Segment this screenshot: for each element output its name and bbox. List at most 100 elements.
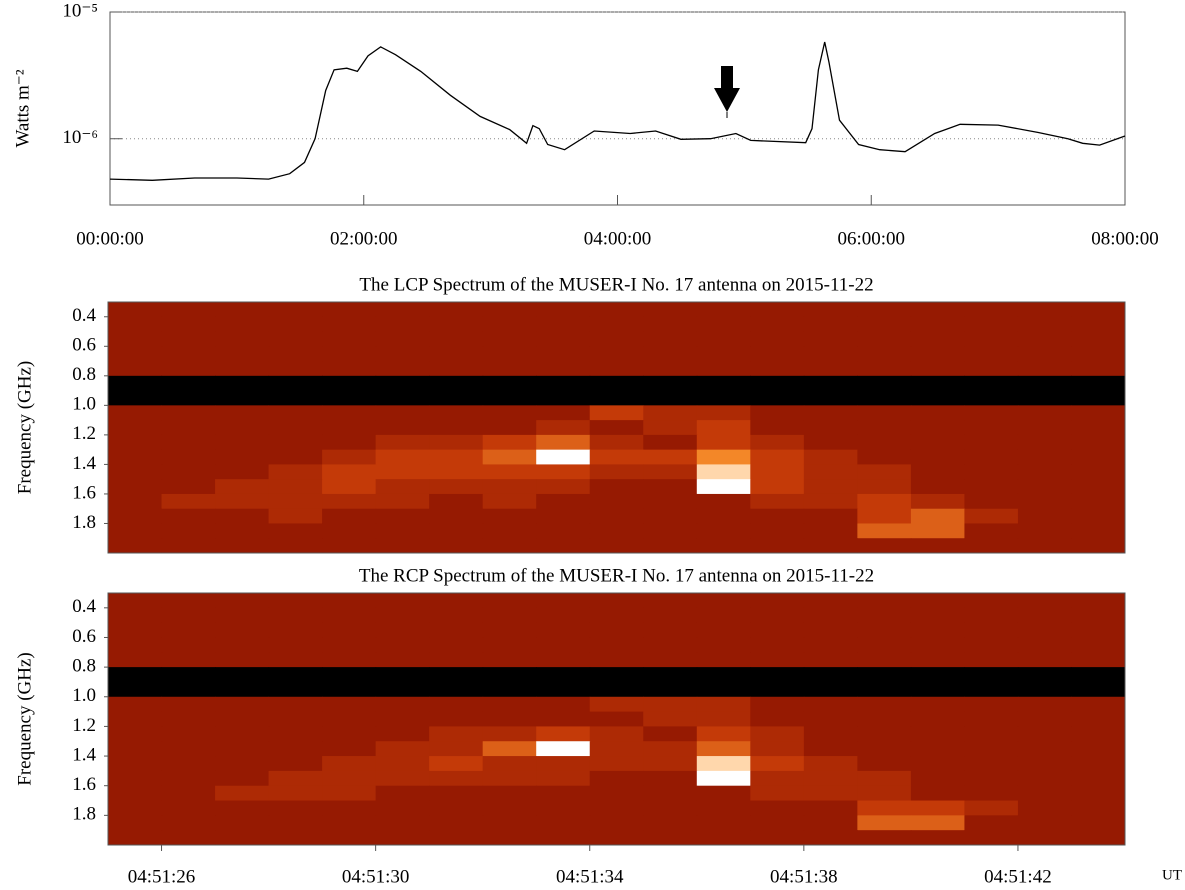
heatmap-cell <box>589 420 644 436</box>
heatmap-cell <box>536 830 591 846</box>
heatmap-cell <box>429 785 484 802</box>
heatmap-cell <box>910 493 965 510</box>
heatmap-cell <box>322 800 377 816</box>
heatmap-cell <box>643 785 698 802</box>
heatmap-cell <box>910 785 965 802</box>
heatmap-cell <box>1017 375 1072 392</box>
heatmap-cell <box>643 726 698 742</box>
heatmap-cell <box>322 681 377 698</box>
heatmap-cell <box>108 375 163 392</box>
heatmap-cell <box>964 375 1019 392</box>
heatmap-cell <box>910 815 965 831</box>
heatmap-cell <box>429 637 484 653</box>
heatmap-cell <box>215 593 270 609</box>
heatmap-cell <box>910 316 965 333</box>
heatmap-cell <box>910 405 965 421</box>
heatmap-cell <box>589 830 644 846</box>
heatmap-cell <box>1071 346 1126 362</box>
heatmap-cell <box>215 449 270 465</box>
heatmap-cell <box>322 815 377 831</box>
heatmap-cell <box>482 479 537 495</box>
heatmap-cell <box>1071 331 1126 347</box>
heatmap-cell <box>750 390 805 406</box>
heatmap-cell <box>750 652 805 668</box>
heatmap-cell <box>964 479 1019 495</box>
heatmap-cell <box>322 652 377 668</box>
heatmap-cell <box>161 815 216 831</box>
heatmap-cell <box>429 405 484 421</box>
heatmap-cell <box>1071 622 1126 638</box>
heatmap-cell <box>803 800 858 816</box>
heatmap-cell <box>643 741 698 757</box>
heatmap-cell <box>215 711 270 727</box>
heatmap-cell <box>696 464 751 480</box>
heatmap-cell <box>1017 449 1072 465</box>
heatmap-cell <box>964 622 1019 638</box>
heatmap-cell <box>1017 331 1072 347</box>
heatmap-cell <box>322 464 377 480</box>
heatmap-cell <box>536 302 591 318</box>
heatmap-cell <box>536 464 591 480</box>
heatmap-cell <box>750 785 805 802</box>
heatmap-cell <box>696 815 751 831</box>
heatmap-cell <box>910 593 965 609</box>
heatmap-cell <box>696 756 751 772</box>
heatmap-cell <box>857 479 912 495</box>
heatmap-cell <box>482 741 537 757</box>
heatmap-cell <box>1071 593 1126 609</box>
heatmap-cell <box>375 302 430 318</box>
heatmap-cell <box>910 508 965 524</box>
heatmap-cell <box>857 785 912 802</box>
y-axis-label: Watts m⁻² <box>12 69 33 147</box>
heatmap-cell <box>429 434 484 451</box>
heatmap-cell <box>482 593 537 609</box>
heatmap-cell <box>910 361 965 377</box>
heatmap-cell <box>857 375 912 392</box>
heatmap-cell <box>536 375 591 392</box>
heatmap-cell <box>108 726 163 742</box>
heatmap-cell <box>108 434 163 451</box>
heatmap-cell <box>375 405 430 421</box>
heatmap-cell <box>429 302 484 318</box>
heatmap-cell <box>750 302 805 318</box>
heatmap-cell <box>643 815 698 831</box>
heatmap-cell <box>268 711 323 727</box>
heatmap-cell <box>696 667 751 683</box>
heatmap-cell <box>910 479 965 495</box>
heatmap-cell <box>482 711 537 727</box>
heatmap-cell <box>322 361 377 377</box>
heatmap-cell <box>857 361 912 377</box>
heatmap-cell <box>643 493 698 510</box>
heatmap-cell <box>375 785 430 802</box>
heatmap-cell <box>215 538 270 554</box>
heatmap-cell <box>536 331 591 347</box>
heatmap-cell <box>1071 390 1126 406</box>
heatmap-cell <box>803 741 858 757</box>
x-tick-label: 04:51:42 <box>984 866 1052 887</box>
heatmap-cell <box>803 711 858 727</box>
heatmap-cell <box>322 405 377 421</box>
heatmap-cell <box>268 756 323 772</box>
heatmap-cell <box>964 508 1019 524</box>
heatmap-cell <box>964 741 1019 757</box>
heatmap-cell <box>108 538 163 554</box>
heatmap-cell <box>964 493 1019 510</box>
heatmap-cell <box>322 607 377 624</box>
heatmap-cell <box>589 785 644 802</box>
heatmap-cell <box>696 800 751 816</box>
heatmap-cell <box>589 390 644 406</box>
heatmap-cell <box>268 815 323 831</box>
x-tick-label: 02:00:00 <box>330 228 398 249</box>
heatmap-cell <box>215 652 270 668</box>
heatmap-cell <box>536 405 591 421</box>
heatmap-cell <box>696 493 751 510</box>
x-tick-label: 00:00:00 <box>76 228 144 249</box>
heatmap-cell <box>696 375 751 392</box>
heatmap-cell <box>857 390 912 406</box>
x-tick-label: 04:51:34 <box>556 866 624 887</box>
heatmap-cell <box>215 637 270 653</box>
panel-title: The LCP Spectrum of the MUSER-I No. 17 a… <box>359 274 873 295</box>
heatmap-cell <box>429 770 484 787</box>
heatmap-cell <box>696 390 751 406</box>
heatmap-cell <box>108 667 163 683</box>
